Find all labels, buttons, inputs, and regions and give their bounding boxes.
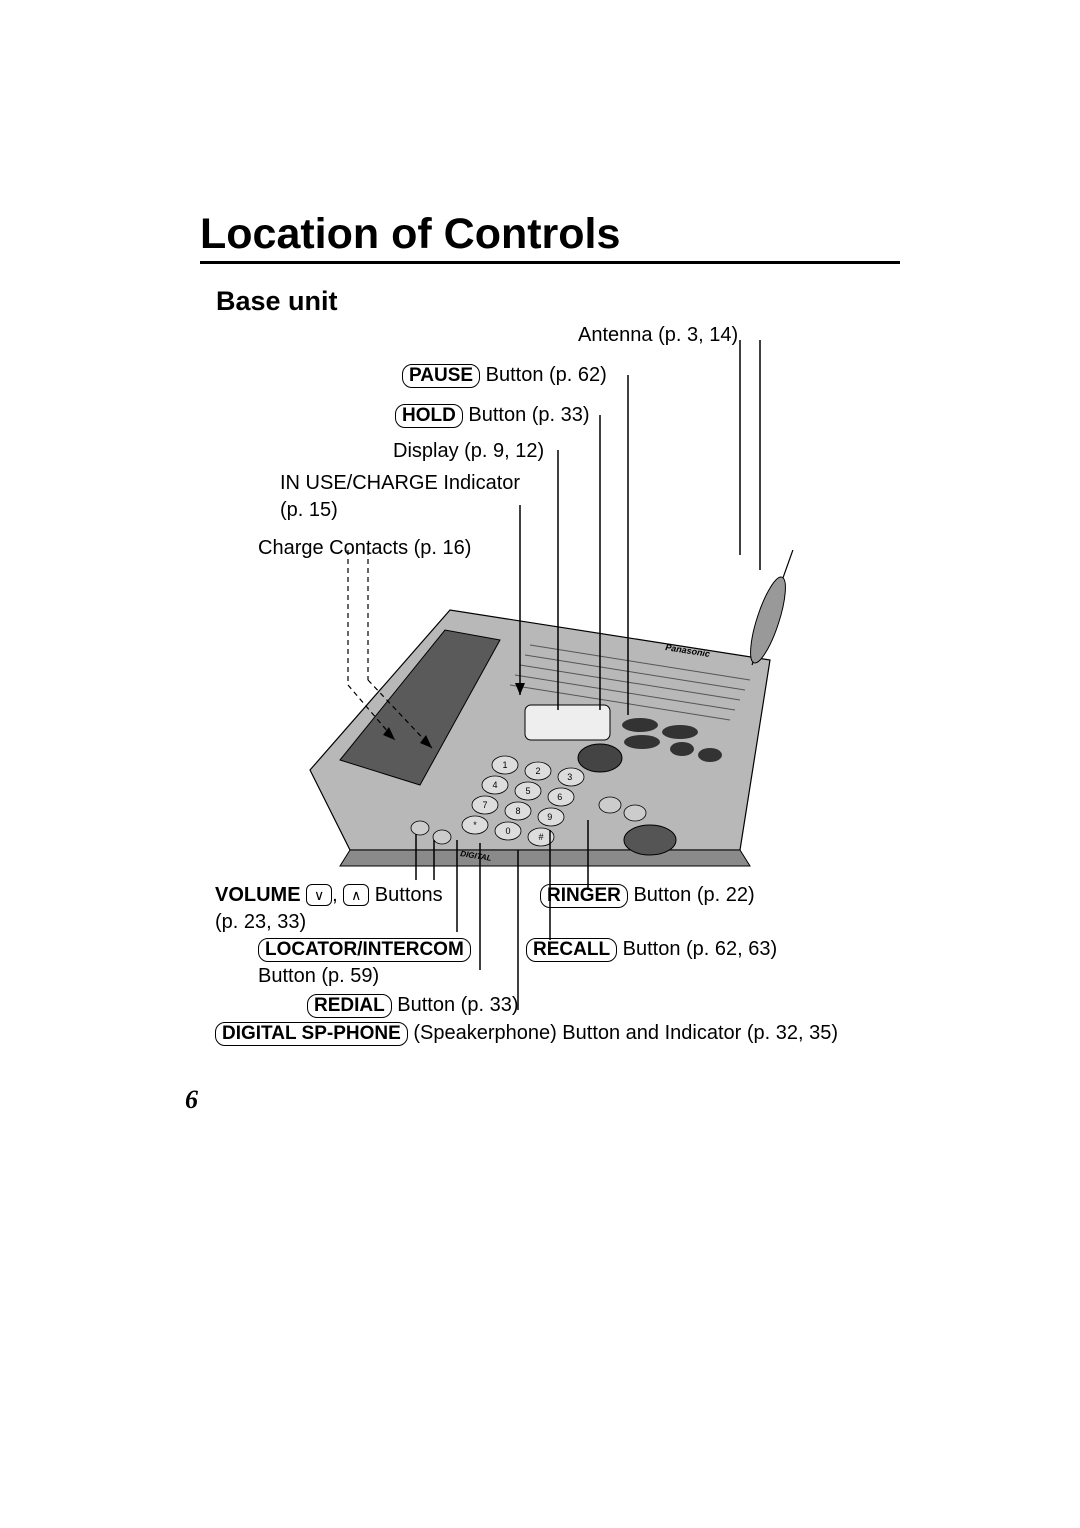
volume-up-icon: ∧ bbox=[343, 884, 369, 906]
title-rule bbox=[200, 261, 900, 264]
callout-redial: REDIAL Button (p. 33) bbox=[307, 992, 518, 1019]
hold-button-label: HOLD bbox=[395, 404, 463, 428]
redial-button-label: REDIAL bbox=[307, 994, 392, 1018]
sp-phone-button-label: DIGITAL SP-PHONE bbox=[215, 1022, 408, 1046]
callout-recall: RECALL Button (p. 62, 63) bbox=[526, 936, 777, 963]
diagram-area: 123 456 789 *0# DIGITAL Panasonic bbox=[200, 310, 900, 1110]
callout-sp-phone: DIGITAL SP-PHONE (Speakerphone) Button a… bbox=[215, 1020, 838, 1047]
locator-button-label: LOCATOR/INTERCOM bbox=[258, 938, 471, 962]
callout-antenna: Antenna (p. 3, 14) bbox=[578, 322, 738, 349]
volume-down-icon: ∨ bbox=[306, 884, 332, 906]
callout-hold: HOLD Button (p. 33) bbox=[395, 402, 590, 429]
callout-volume: VOLUME ∨, ∧ Buttons (p. 23, 33) bbox=[215, 882, 443, 936]
page: Location of Controls Base unit bbox=[0, 0, 1080, 1528]
ringer-button-label: RINGER bbox=[540, 884, 628, 908]
pause-button-label: PAUSE bbox=[402, 364, 480, 388]
recall-button-label: RECALL bbox=[526, 938, 617, 962]
callout-display: Display (p. 9, 12) bbox=[393, 438, 544, 465]
leader-lines bbox=[200, 310, 900, 1110]
callout-ringer: RINGER Button (p. 22) bbox=[540, 882, 755, 909]
callout-pause: PAUSE Button (p. 62) bbox=[402, 362, 607, 389]
callout-locator: LOCATOR/INTERCOM Button (p. 59) bbox=[258, 936, 471, 990]
page-number: 6 bbox=[185, 1085, 198, 1115]
callout-inuse-charge: IN USE/CHARGE Indicator (p. 15) bbox=[280, 470, 520, 524]
callout-charge-contacts: Charge Contacts (p. 16) bbox=[258, 535, 471, 562]
page-title: Location of Controls bbox=[200, 210, 900, 259]
